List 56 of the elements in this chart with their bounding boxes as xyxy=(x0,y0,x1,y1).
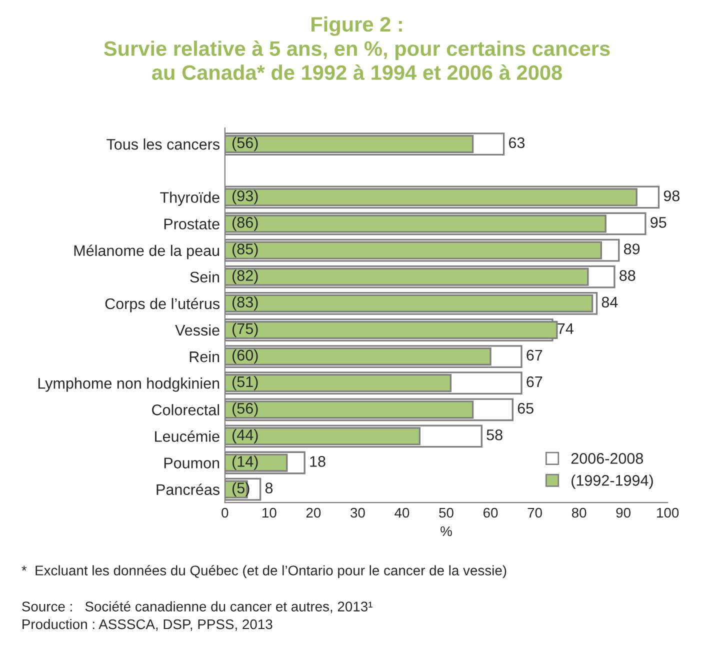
data-label: (60) xyxy=(232,349,258,364)
data-label: (83) xyxy=(232,296,258,311)
data-label: 95 xyxy=(650,217,666,228)
text: Production : ASSSCA, DSP, PPSS, 2013 xyxy=(22,618,272,631)
data-label: (51) xyxy=(232,376,258,390)
data-label: (93) xyxy=(232,190,258,204)
y-tick-label: Vessie xyxy=(175,324,220,336)
source-note: Source : Société canadienne du cancer et autres, 2013¹ xyxy=(22,601,372,614)
x-tick-label: 60 xyxy=(484,508,498,518)
y-tick-label: Sein xyxy=(190,271,220,283)
x-tick-label: 70 xyxy=(528,508,542,518)
data-label: 8 xyxy=(265,482,273,494)
data-label: (82) xyxy=(232,270,258,284)
y-tick-label: Mélanome de la peau xyxy=(74,244,220,260)
x-tick-label: 100 xyxy=(657,508,679,518)
chart-title: Figure 2 : Survie relative à 5 ans, en %, pour certains cancers au Canada* de 1992 à 1994 et 2006 à 2008 xyxy=(104,16,610,80)
data-label: (75) xyxy=(232,322,258,338)
x-tick-label: 40 xyxy=(394,508,410,518)
x-axis-title: % xyxy=(440,526,452,536)
data-label: 63 xyxy=(509,137,525,148)
x-tick-label: 80 xyxy=(572,508,586,518)
data-label: 89 xyxy=(624,244,640,254)
y-tick-label: Rein xyxy=(190,350,220,362)
y-tick-label: Prostate xyxy=(164,218,220,230)
y-tick-label: Colorectal xyxy=(152,404,220,416)
y-tick-label: Poumon xyxy=(164,458,220,468)
data-label: (56) xyxy=(232,402,258,417)
y-tick-label: Tous les cancers xyxy=(106,138,220,150)
y-tick-label: Thyroïde xyxy=(160,192,220,206)
y-tick-label: Lymphome non hodgkinien xyxy=(38,378,220,392)
data-label: 18 xyxy=(310,456,326,467)
text: * Excluant les données du Québec (et de l’Ontario pour le cancer de la vessie) xyxy=(22,565,506,578)
data-label: (44) xyxy=(232,429,258,444)
x-tick-label: 0 xyxy=(222,508,228,518)
data-label: (56) xyxy=(232,136,258,152)
data-label: 98 xyxy=(664,190,680,202)
data-label: 67 xyxy=(526,350,542,361)
data-label: (85) xyxy=(232,243,258,258)
legend-label: (1992-1994) xyxy=(572,474,653,489)
data-label: (14) xyxy=(232,456,258,470)
x-tick-label: 20 xyxy=(306,508,321,518)
data-label: 67 xyxy=(526,376,542,388)
x-tick-label: 30 xyxy=(350,508,365,518)
x-tick-label: 50 xyxy=(439,508,454,518)
data-label: 88 xyxy=(620,270,636,281)
data-label: 84 xyxy=(602,296,618,308)
y-tick-label: Leucémie xyxy=(155,430,220,442)
y-tick-label: Pancréas xyxy=(156,484,220,496)
data-label: 58 xyxy=(486,429,502,440)
data-label: 74 xyxy=(558,323,574,334)
data-label: 65 xyxy=(518,402,534,414)
x-tick-label: 90 xyxy=(616,508,631,518)
legend-label: 2006-2008 xyxy=(571,453,644,464)
y-tick-label: Corps de l’utérus xyxy=(105,298,220,312)
data-label: (86) xyxy=(232,216,258,231)
x-tick-label: 10 xyxy=(262,508,276,518)
